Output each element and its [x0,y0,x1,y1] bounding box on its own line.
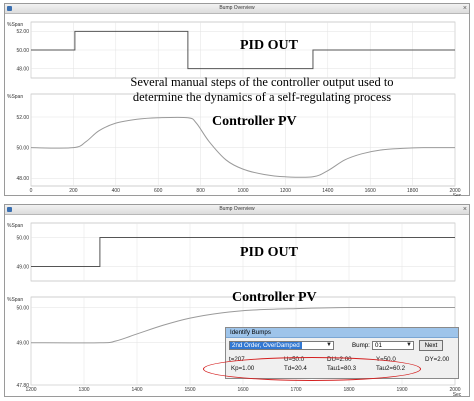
x-tick-label: 1200 [25,387,36,393]
series-line [30,306,455,344]
x-tick-label: 2000 [449,188,460,194]
bump-select[interactable]: 01 ▼ [372,341,414,350]
caption-text: Several manual steps of the controller o… [118,75,406,105]
y-tick-label: 48.00 [16,176,29,182]
x-tick-label: 200 [69,188,78,194]
y-unit-label: %Span [7,223,23,229]
stat-dy: DY=2.00 [425,356,450,363]
x-tick-label: 1200 [280,188,291,194]
x-tick-label: 400 [112,188,121,194]
top-controller-pv-label: Controller PV [212,114,297,129]
chevron-down-icon[interactable]: ▼ [326,342,332,348]
app-icon [7,6,12,11]
parameters-highlight-ellipse [203,357,421,381]
y-tick-label: 49.00 [16,341,29,347]
x-unit-label: Sec [453,392,462,397]
x-tick-label: 1000 [237,188,248,194]
y-tick-label: 47.80 [16,383,29,389]
close-icon[interactable]: × [462,5,467,12]
y-tick-label: 52.00 [16,115,29,121]
next-button[interactable]: Next [419,340,443,351]
x-tick-label: 1300 [78,387,89,393]
caption-line-1: Several manual steps of the controller o… [130,75,394,89]
y-tick-label: 50.00 [16,305,29,311]
bottom-window-titlebar: Bump Overview × [5,205,469,215]
bottom-window-title: Bump Overview [219,206,255,212]
top-bump-overview-window: Bump Overview × 52.00 50.00 48.00 %Span 0 20… [4,3,470,196]
top-window-titlebar: Bump Overview × [5,4,469,14]
x-tick-label: 1800 [407,188,418,194]
app-icon [7,207,12,212]
series-line [31,30,455,70]
x-tick-label: 800 [196,188,205,194]
y-tick-label: 48.00 [16,66,29,72]
y-unit-label: %Span [7,94,23,100]
series-line [31,237,455,267]
x-tick-label: 600 [154,188,163,194]
x-tick-label: 1500 [184,387,195,393]
top-controller-pv-chart: 0 200 400 600 800 1000 1200 1400 1600 1800 2000 52.… [7,93,462,196]
bottom-controller-pv-label: Controller PV [232,290,317,305]
x-tick-label: 1400 [131,387,142,393]
top-pid-out-label: PID OUT [240,38,298,53]
y-tick-label: 49.00 [16,264,29,270]
model-type-select[interactable]: 2nd Order, OverDamped ▼ [229,341,334,350]
y-unit-label: %Span [7,297,23,303]
y-tick-label: 50.00 [16,48,29,54]
x-tick-label: 0 [30,188,33,194]
bump-value: 01 [375,342,382,349]
top-pid-out-chart: 52.00 50.00 48.00 %Span [7,21,456,79]
x-tick-label: 1700 [290,387,301,393]
bottom-pid-out-chart: 50.00 49.00 %Span [7,222,456,282]
y-unit-label: %Span [7,22,23,28]
top-window-title: Bump Overview [219,5,255,11]
x-tick-label: 1600 [365,188,376,194]
x-tick-label: 1800 [343,387,354,393]
model-type-value: 2nd Order, OverDamped [230,342,302,349]
x-tick-label: 2000 [449,387,460,393]
series-line [30,116,456,178]
close-icon[interactable]: × [462,206,467,213]
caption-line-2: determine the dynamics of a self-regulat… [132,90,392,104]
x-unit-label: Sec [453,193,462,196]
y-tick-label: 50.00 [16,145,29,151]
y-tick-label: 52.00 [16,29,29,35]
dialog-title: Identify Bumps [226,328,458,338]
y-tick-label: 50.00 [16,235,29,241]
top-charts-svg: 52.00 50.00 48.00 %Span 0 200 400 600 800 1000 12… [7,21,462,196]
x-tick-label: 1900 [396,387,407,393]
chevron-down-icon[interactable]: ▼ [406,342,412,348]
bottom-pid-out-label: PID OUT [240,245,298,260]
bump-label: Bump: [352,342,370,349]
x-tick-label: 1600 [237,387,248,393]
x-tick-label: 1400 [322,188,333,194]
